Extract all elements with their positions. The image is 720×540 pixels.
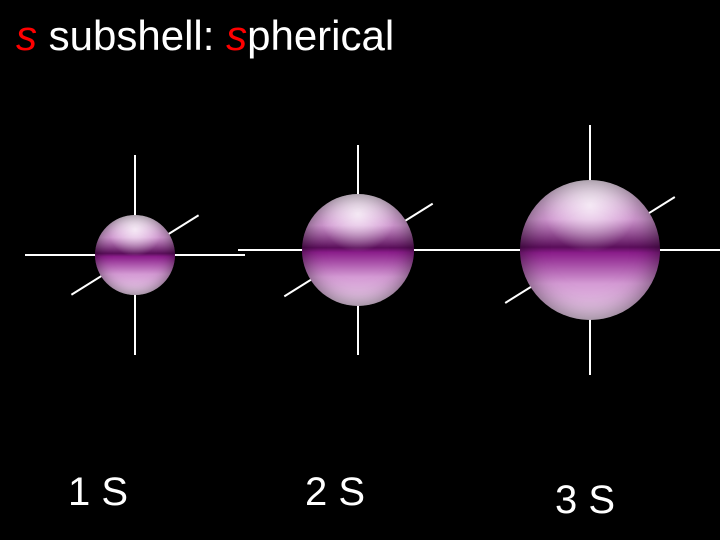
orbital-label: 3 S [555,478,615,523]
orbital-sphere [520,180,660,320]
orbital-3: 3 S [0,0,720,540]
